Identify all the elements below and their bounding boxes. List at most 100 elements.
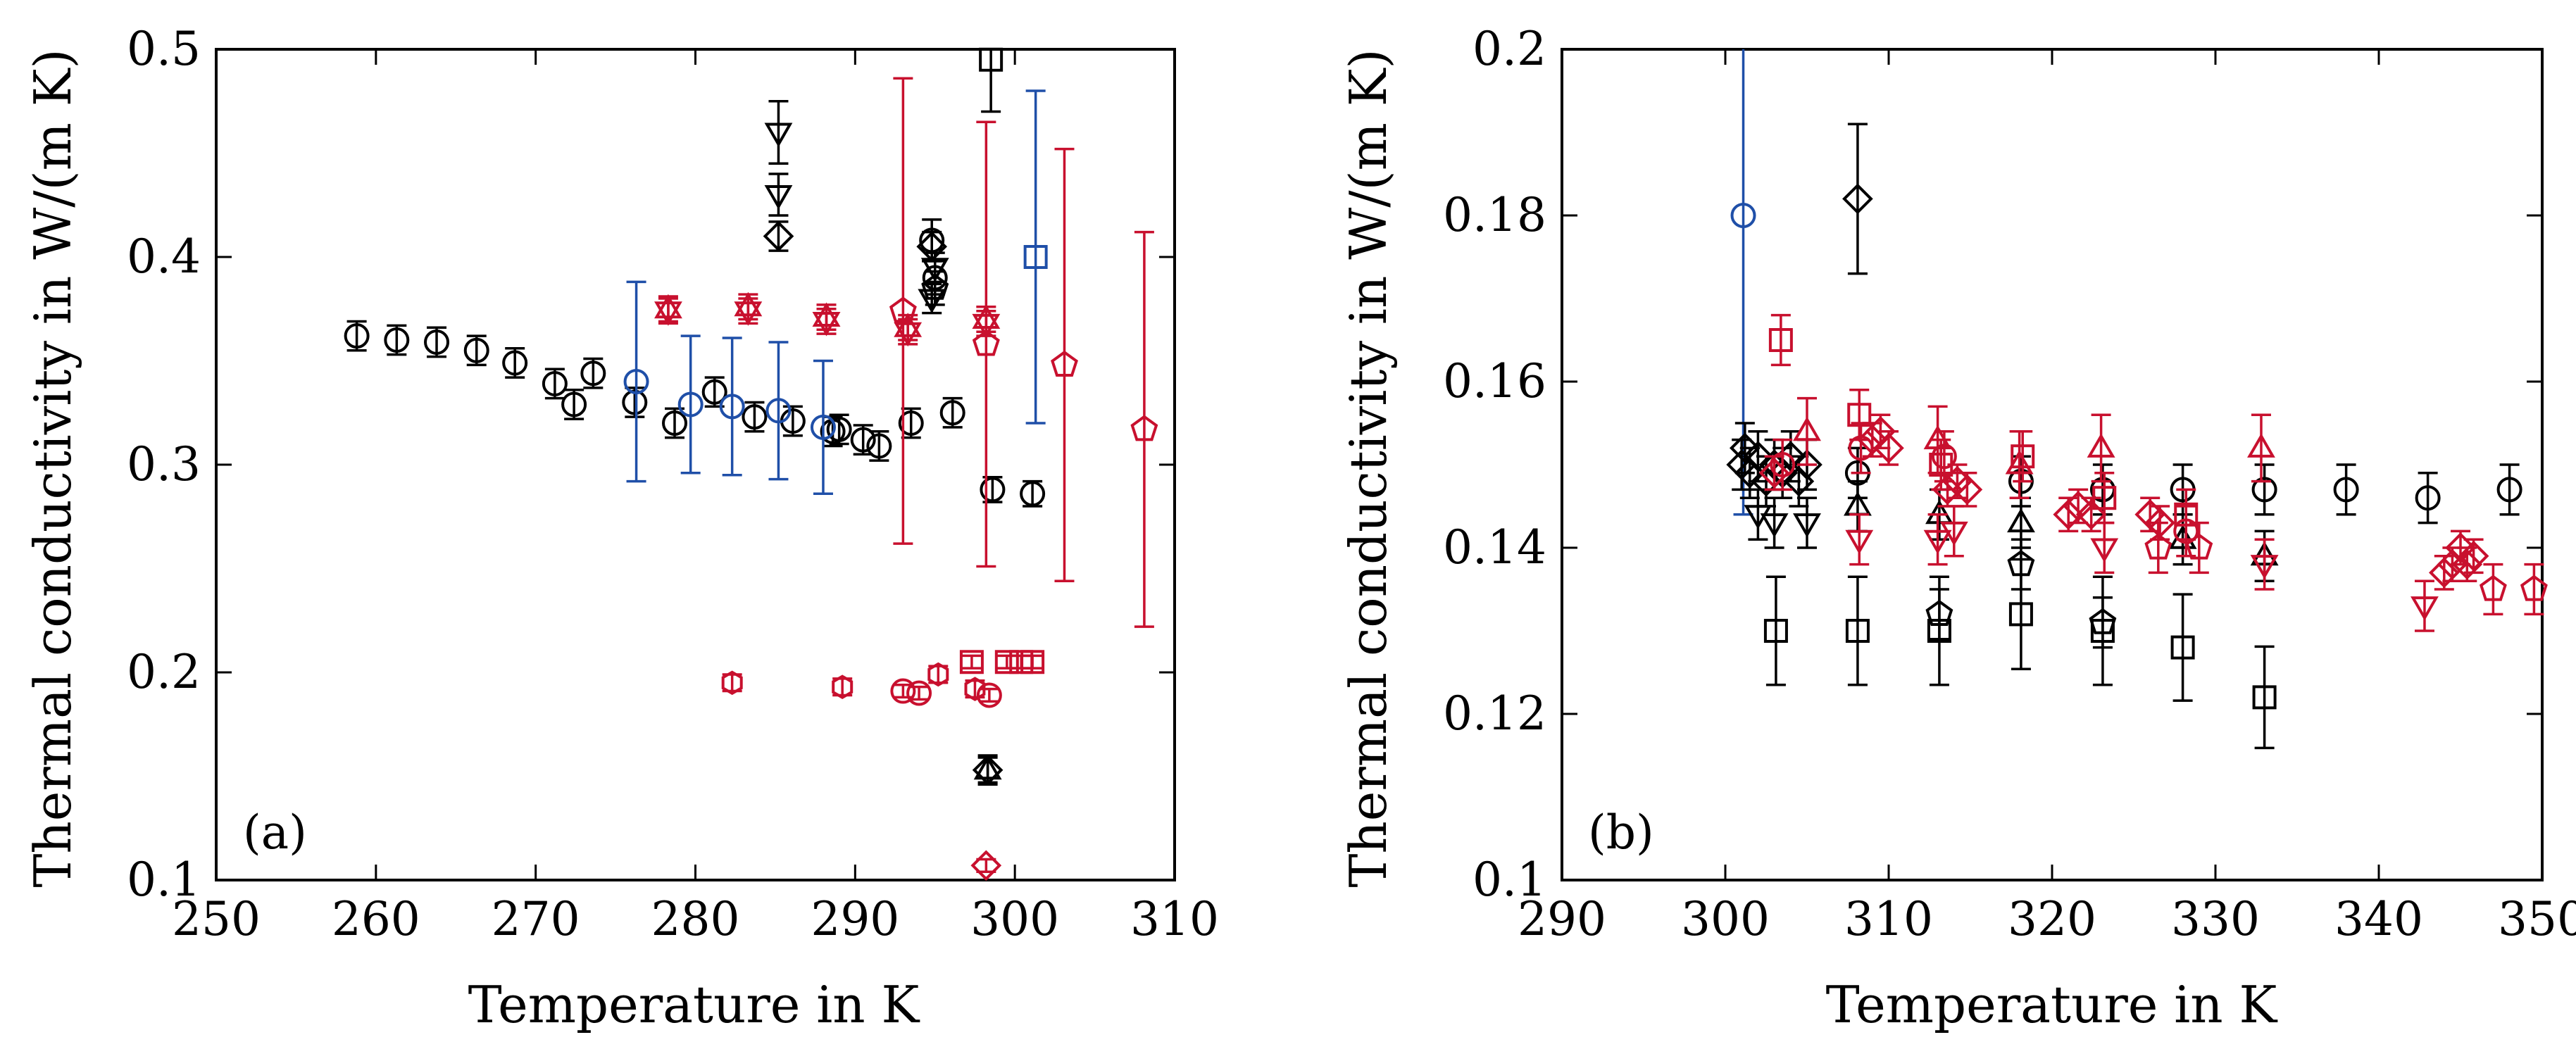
data-point-diamond	[1951, 474, 1983, 506]
data-point-circle	[742, 404, 768, 430]
data-point-circle	[580, 360, 606, 387]
data-point-circle	[2251, 477, 2277, 503]
error-bar	[909, 685, 930, 701]
error-bar	[2011, 538, 2031, 591]
error-bar	[2463, 538, 2484, 575]
data-point-diamond	[1792, 449, 1822, 480]
data-point-square	[959, 650, 984, 674]
y-tick-label: 0.5	[127, 22, 201, 76]
y-tick-label: 0.18	[1443, 188, 1546, 242]
data-point-pentagon	[2520, 575, 2548, 601]
data-point-square	[2252, 685, 2277, 710]
error-bar	[976, 120, 996, 568]
data-point-circle	[561, 391, 587, 418]
data-point-triangle-down	[1760, 513, 1789, 538]
y-tick-label: 0.1	[1473, 853, 1546, 907]
x-tick-label: 310	[1130, 892, 1219, 946]
error-bar	[2189, 521, 2209, 575]
data-point-square	[1847, 403, 1872, 427]
data-point-diamond	[1742, 441, 1774, 472]
x-tick-label: 250	[172, 892, 261, 946]
data-point-circle	[2496, 477, 2522, 503]
panel-b-series-red-square	[1768, 313, 2199, 541]
panel-b-series-black-circle	[1844, 446, 2522, 525]
error-bar	[782, 405, 803, 437]
data-point-triangle-up	[2087, 433, 2115, 458]
panel-a-label: (a)	[243, 805, 307, 860]
error-bar	[829, 413, 849, 446]
y-tick-label: 0.3	[127, 437, 201, 491]
error-bar	[583, 357, 604, 389]
data-point-triangle-up	[2007, 508, 2035, 533]
error-bar	[680, 334, 701, 475]
error-bar	[2092, 596, 2113, 649]
x-tick-label: 350	[2498, 892, 2576, 946]
panel-b-axes-frame	[1561, 48, 2544, 881]
data-point-diamond	[2445, 532, 2476, 563]
y-tick-label: 0.4	[127, 230, 201, 284]
panel-a-series-black-square	[979, 47, 1003, 113]
data-point-triangle-up	[2005, 450, 2034, 475]
data-point-circle	[677, 391, 704, 418]
error-bar	[1023, 654, 1043, 670]
data-point-square	[1763, 619, 1788, 643]
error-bar	[2251, 413, 2271, 483]
error-bar	[346, 320, 367, 352]
error-bar	[1849, 513, 1870, 566]
error-bar	[2176, 505, 2196, 558]
data-point-pentagon	[2185, 533, 2213, 560]
error-bar	[996, 654, 1017, 670]
x-tick-label: 340	[2334, 892, 2423, 946]
data-point-circle	[542, 370, 568, 396]
data-point-hexagon	[721, 670, 743, 696]
panel-a-series-blue-square	[1023, 89, 1048, 425]
data-point-circle	[384, 327, 410, 353]
data-point-circle	[919, 227, 945, 253]
data-point-circle	[502, 350, 528, 376]
error-bar	[1134, 230, 1154, 628]
error-bar	[1862, 422, 1882, 458]
error-bar	[2254, 463, 2275, 516]
error-bar	[564, 389, 584, 420]
x-tick-label: 310	[1844, 892, 1933, 946]
panel-b-series-red-diamond	[1758, 413, 2489, 591]
x-tick-label: 280	[651, 892, 740, 946]
data-point-circle	[850, 427, 876, 453]
data-point-triangle-down	[1939, 521, 1968, 546]
y-tick-label: 0.16	[1443, 354, 1546, 408]
error-bar	[2418, 472, 2438, 525]
error-bar	[1847, 123, 1868, 275]
data-point-diamond	[2458, 540, 2489, 572]
data-point-triangle-down	[1793, 513, 1821, 538]
data-point-circle	[980, 477, 1006, 503]
data-point-triangle-down	[812, 312, 841, 337]
data-point-diamond	[2063, 491, 2094, 522]
data-point-diamond	[1758, 457, 1790, 489]
error-bar	[1770, 313, 1791, 367]
data-point-circle	[826, 416, 852, 442]
data-point-triangle-down	[734, 301, 763, 326]
panel-b-series-black-diamond	[1842, 123, 1873, 275]
data-point-hexagon	[927, 662, 949, 687]
data-point-diamond	[1729, 432, 1761, 464]
data-point-triangle-up	[973, 755, 1002, 780]
error-bar	[2524, 563, 2544, 616]
error-bar	[981, 49, 1001, 113]
data-point-circle	[463, 337, 489, 363]
panel-b-series-red-triangle-down	[1845, 505, 2439, 632]
error-bar	[2254, 645, 2275, 750]
data-point-circle	[1020, 481, 1046, 507]
data-point-triangle-up	[2247, 433, 2275, 458]
error-bar	[2414, 579, 2434, 632]
error-bar	[1764, 455, 1784, 491]
x-tick-label: 260	[332, 892, 420, 946]
data-point-circle	[1730, 203, 1756, 228]
data-point-triangle-up	[1793, 416, 1821, 441]
data-point-diamond	[1842, 183, 1873, 215]
panel-a-series-black-pentagon	[921, 270, 949, 306]
error-bar	[893, 77, 913, 545]
y-tick-label: 0.2	[127, 645, 201, 699]
panel-b-series-red-pentagon	[2144, 521, 2548, 616]
panel-b: Thermal conductivity in W/(m K) Temperat…	[1339, 22, 2576, 1034]
panel-a-axes-frame	[215, 48, 1176, 881]
